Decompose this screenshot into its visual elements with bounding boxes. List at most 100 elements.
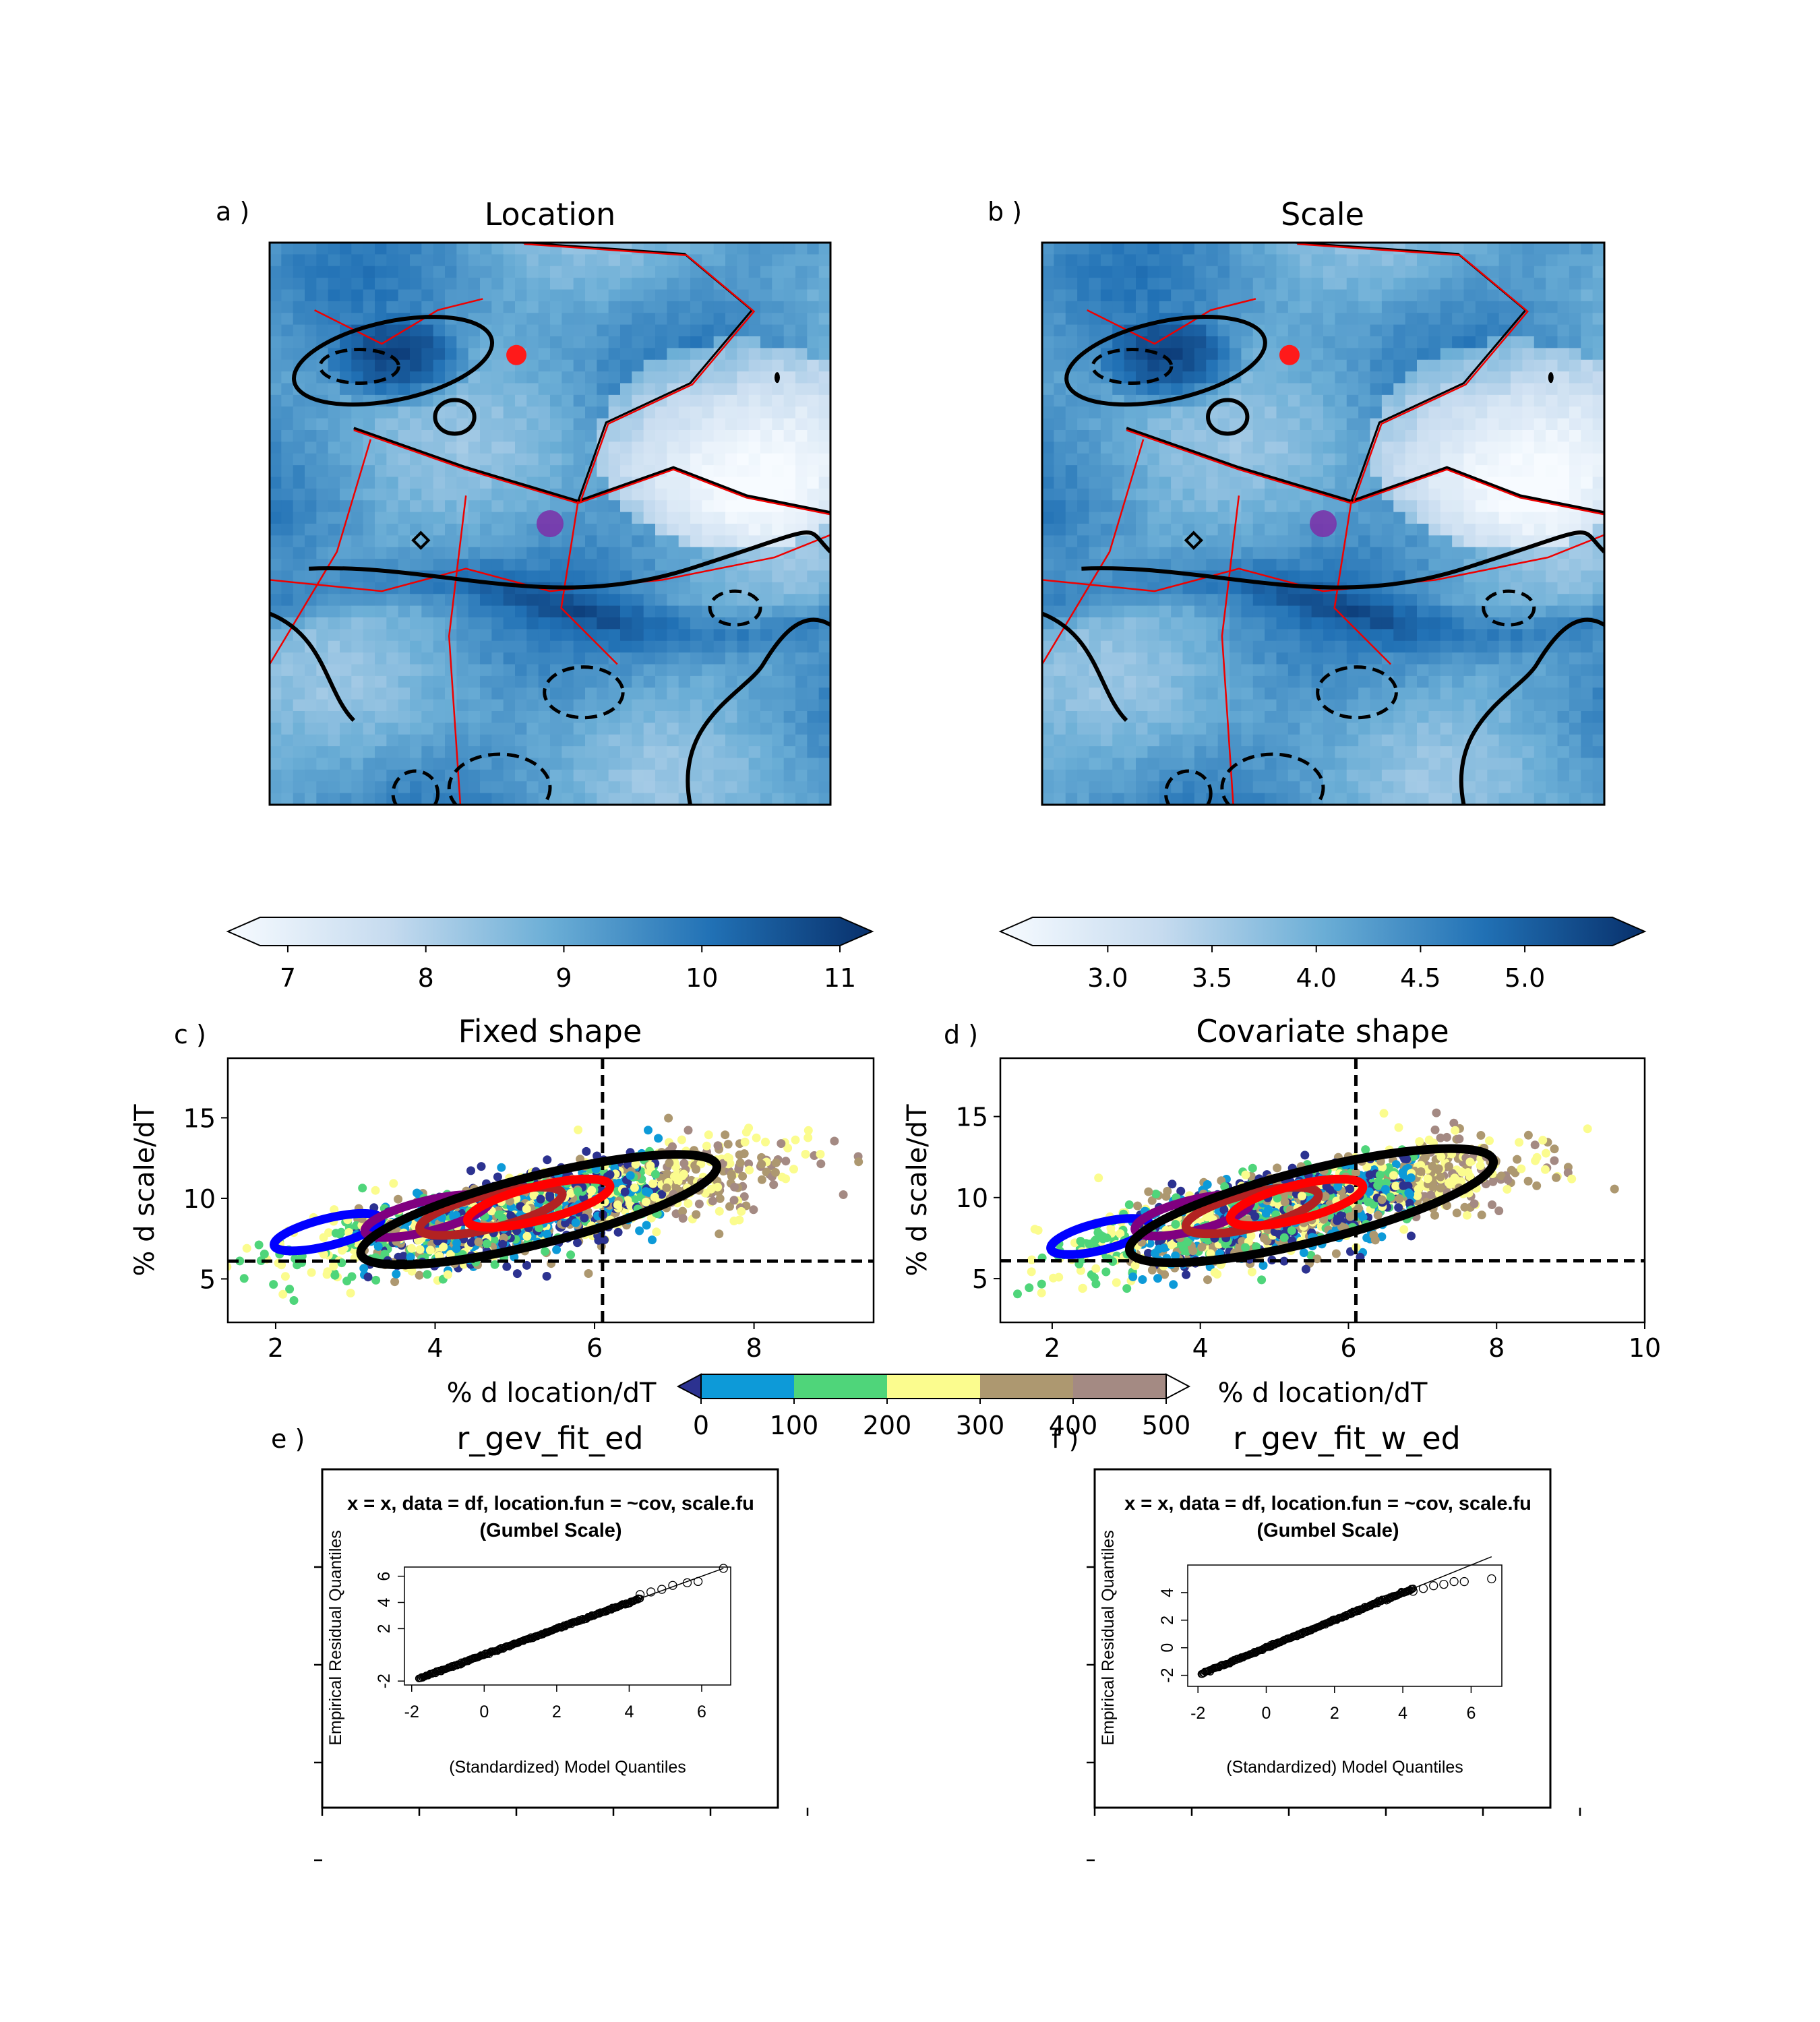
map-cell (1287, 758, 1300, 770)
map-cell (655, 500, 667, 513)
map-cell (550, 453, 562, 466)
map-cell (1159, 711, 1172, 723)
map-cell (1042, 477, 1054, 489)
map-cell (1065, 394, 1078, 407)
map-cell (363, 512, 375, 524)
map-cell (480, 559, 492, 572)
map-cell (456, 359, 469, 372)
map-cell (760, 699, 772, 712)
map-cell (667, 488, 679, 501)
map-cell (1300, 769, 1312, 782)
map-cell (1241, 711, 1254, 723)
map-cell (632, 512, 644, 524)
map-cell (702, 383, 715, 396)
map-cell (713, 301, 726, 313)
map-cell (421, 324, 434, 337)
map-cell (1265, 348, 1277, 361)
map-cell (1417, 301, 1429, 313)
map-cell (573, 781, 586, 794)
map-cell (515, 324, 527, 337)
map-cell (1323, 617, 1335, 630)
map-cell (1147, 793, 1160, 805)
map-cell (328, 594, 340, 607)
map-cell (1252, 406, 1265, 419)
map-cell (632, 594, 644, 607)
map-cell (690, 594, 702, 607)
map-cell (1417, 758, 1429, 770)
map-cell (632, 465, 644, 478)
map-cell (1042, 383, 1054, 396)
map-cell (480, 418, 492, 431)
map-cell (1581, 418, 1594, 431)
map-cell (1311, 711, 1324, 723)
map-cell (597, 594, 609, 607)
map-cell (783, 594, 796, 607)
map-cell (1498, 734, 1511, 747)
map-cell (1417, 535, 1429, 548)
map-cell (643, 254, 656, 267)
map-cell (1440, 711, 1453, 723)
map-cell (1124, 313, 1136, 326)
map-cell (1276, 640, 1289, 653)
map-cell (1159, 383, 1172, 396)
map-cell (760, 336, 772, 348)
map-cell (1136, 652, 1148, 665)
map-cell (1112, 278, 1125, 290)
map-cell (363, 781, 375, 794)
map-cell (281, 582, 294, 594)
map-cell (1194, 664, 1207, 677)
map-cell (1592, 441, 1604, 454)
map-cell (1569, 570, 1581, 583)
map-cell (1159, 605, 1172, 618)
map-cell (316, 301, 329, 313)
map-cell (608, 758, 621, 770)
map-cell (351, 781, 364, 794)
map-cell (772, 723, 785, 735)
map-cell (293, 406, 305, 419)
map-cell (1112, 652, 1125, 665)
map-cell (1569, 640, 1581, 653)
map-cell (760, 734, 772, 747)
map-cell (398, 418, 411, 431)
map-cell (1300, 664, 1312, 677)
map-cell (375, 383, 387, 396)
map-cell (1393, 640, 1406, 653)
map-cell (1054, 547, 1066, 559)
map-cell (1417, 640, 1429, 653)
map-cell (433, 254, 446, 267)
map-cell (818, 348, 830, 361)
map-cell (340, 605, 352, 618)
map-cell (351, 746, 364, 759)
contour-dashed (447, 752, 552, 805)
map-cell (1124, 652, 1136, 665)
map-cell (748, 640, 761, 653)
map-cell (1042, 664, 1054, 677)
map-cell (1230, 278, 1242, 290)
map-cell (305, 512, 317, 524)
map-cell (1323, 336, 1335, 348)
map-cell (410, 781, 422, 794)
map-cell (1452, 488, 1465, 501)
map-cell (503, 336, 516, 348)
map-cell (1054, 769, 1066, 782)
map-cell (1206, 266, 1219, 278)
map-cell (1252, 769, 1265, 782)
map-cell (748, 746, 761, 759)
map-cell (690, 664, 702, 677)
map-cell (1393, 301, 1406, 313)
map-cell (1522, 524, 1535, 536)
map-cell (807, 640, 820, 653)
map-cell (1311, 477, 1324, 489)
map-cell (585, 570, 597, 583)
map-cell (1042, 524, 1054, 536)
map-cell (760, 406, 772, 419)
map-cell (818, 675, 830, 688)
map-cell (643, 687, 656, 700)
map-cell (1511, 512, 1523, 524)
map-cell (410, 758, 422, 770)
map-cell (1534, 453, 1546, 466)
map-cell (375, 734, 387, 747)
map-cell (597, 687, 609, 700)
map-cell (1300, 746, 1312, 759)
map-cell (1042, 512, 1054, 524)
